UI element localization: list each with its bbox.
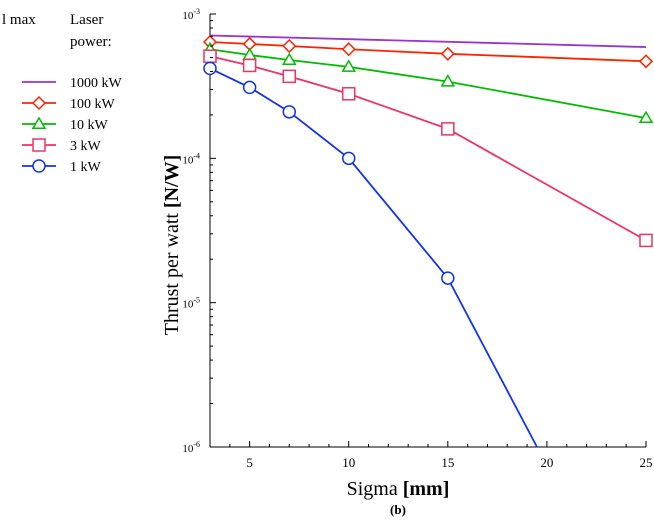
data-point-triangle <box>638 110 654 124</box>
y-axis-label-text: Thrust per watt <box>161 213 183 336</box>
legend-item: 100 kW <box>22 95 116 112</box>
series-line <box>209 67 538 448</box>
series-layer <box>202 34 654 448</box>
y-tick-label: 10-3 <box>182 7 200 22</box>
legend-title-line1: Laser <box>70 12 103 28</box>
data-point-square <box>282 69 297 84</box>
x-tick-label: 15 <box>441 455 454 470</box>
data-point-square <box>441 122 455 136</box>
legend-label: 1000 kW <box>70 76 123 91</box>
series-10-kw <box>202 41 654 124</box>
data-point-diamond <box>31 95 47 111</box>
data-point-triangle <box>440 74 456 87</box>
ticks: 5 10 15 20 25 10-3 10-4 10-5 10-6 <box>182 7 652 470</box>
legend-item: 3 kW <box>22 138 102 154</box>
legend-label: 10 kW <box>70 118 109 133</box>
series-line <box>209 48 647 119</box>
y-tick-label: 10-6 <box>182 440 200 455</box>
legend-item: 1 kW <box>22 159 102 175</box>
y-tick-label: 10-4 <box>182 151 200 166</box>
x-tick-label: 25 <box>640 455 653 470</box>
data-point-square <box>32 138 46 152</box>
x-tick-label: 20 <box>540 455 553 470</box>
x-axis-label: Sigma [mm] <box>347 478 450 500</box>
top-label: l max <box>2 12 36 28</box>
data-point-diamond <box>638 54 654 69</box>
series-1-kw <box>203 61 538 448</box>
x-tick-label: 10 <box>342 455 355 470</box>
data-point-diamond <box>341 42 356 57</box>
data-point-diamond <box>282 38 297 54</box>
y-tick-label: 10-5 <box>182 296 200 311</box>
data-point-circle <box>441 271 455 285</box>
series-1000-kw <box>209 34 647 48</box>
series-line <box>209 34 647 48</box>
data-point-square <box>203 49 217 63</box>
data-point-triangle <box>31 116 47 129</box>
data-point-triangle <box>281 52 297 65</box>
subtitle: (b) <box>390 502 406 517</box>
data-point-circle <box>242 80 257 95</box>
data-point-square <box>242 58 257 73</box>
data-point-square <box>639 233 653 248</box>
legend: 1000 kW 100 kW 10 kW 3 kW 1 kW <box>22 76 123 175</box>
data-point-circle <box>32 159 46 173</box>
legend-label: 3 kW <box>70 139 102 154</box>
legend-label: 100 kW <box>70 97 116 112</box>
legend-label: 1 kW <box>70 160 102 175</box>
series-3-kw <box>203 49 653 248</box>
data-point-circle <box>341 151 356 166</box>
data-point-diamond <box>440 46 455 61</box>
data-point-circle <box>203 61 217 76</box>
x-axis-label-unit: [mm] <box>403 478 450 500</box>
legend-item: 1000 kW <box>22 76 123 91</box>
x-tick-label: 5 <box>246 455 253 470</box>
legend-title-line2: power: <box>70 34 112 50</box>
data-point-square <box>341 87 356 101</box>
data-point-triangle <box>341 59 357 72</box>
legend-item: 10 kW <box>22 116 109 133</box>
data-point-circle <box>282 105 297 119</box>
series-line <box>209 55 647 242</box>
y-axis-label: Thrust per watt [N/W] <box>161 155 183 336</box>
y-axis-label-unit: [N/W] <box>161 155 183 208</box>
x-axis-label-text: Sigma <box>347 478 398 500</box>
